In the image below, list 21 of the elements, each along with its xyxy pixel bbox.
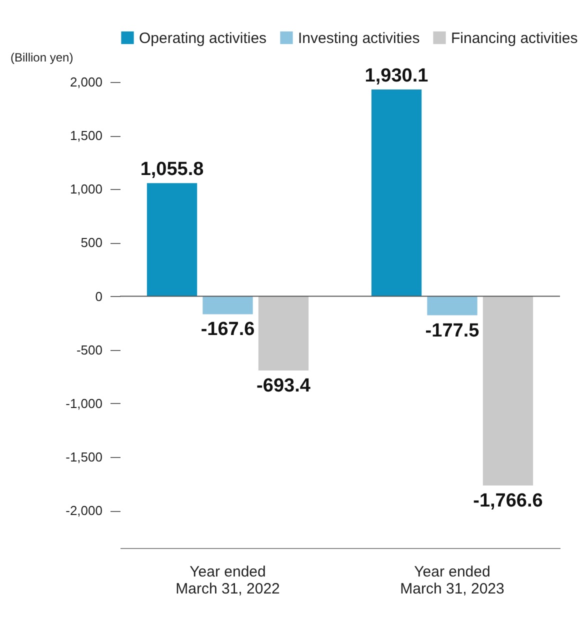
y-tick-label: 0 [95, 288, 102, 304]
y-tick-label: -500 [76, 342, 102, 358]
y-tick-label: 500 [80, 235, 102, 250]
y-tick-label: -1,000 [66, 396, 102, 411]
data-label: -1,766.6 [473, 490, 543, 512]
y-axis-title: (Billion yen) [10, 50, 74, 64]
data-label: 1,930.1 [364, 65, 429, 86]
data-label: -177.5 [425, 320, 480, 342]
legend-label: Operating activities [139, 30, 267, 47]
y-tick-label: 2,000 [70, 74, 102, 90]
data-label: 1,055.8 [140, 159, 204, 180]
y-tick-label: 1,000 [70, 182, 102, 197]
y-tick-label: -1,500 [66, 449, 102, 464]
y-tick-label: -2,000 [66, 503, 102, 518]
data-label: -693.4 [256, 376, 311, 397]
y-tick-label: 1,500 [70, 128, 102, 144]
legend-label: Financing activities [451, 30, 578, 47]
x-tick-label: Year ended March 31, 2022 [176, 564, 280, 598]
legend-label: Investing activities [298, 30, 420, 47]
data-label: -167.6 [200, 319, 255, 340]
x-tick-label: Year ended March 31, 2023 [400, 564, 504, 598]
